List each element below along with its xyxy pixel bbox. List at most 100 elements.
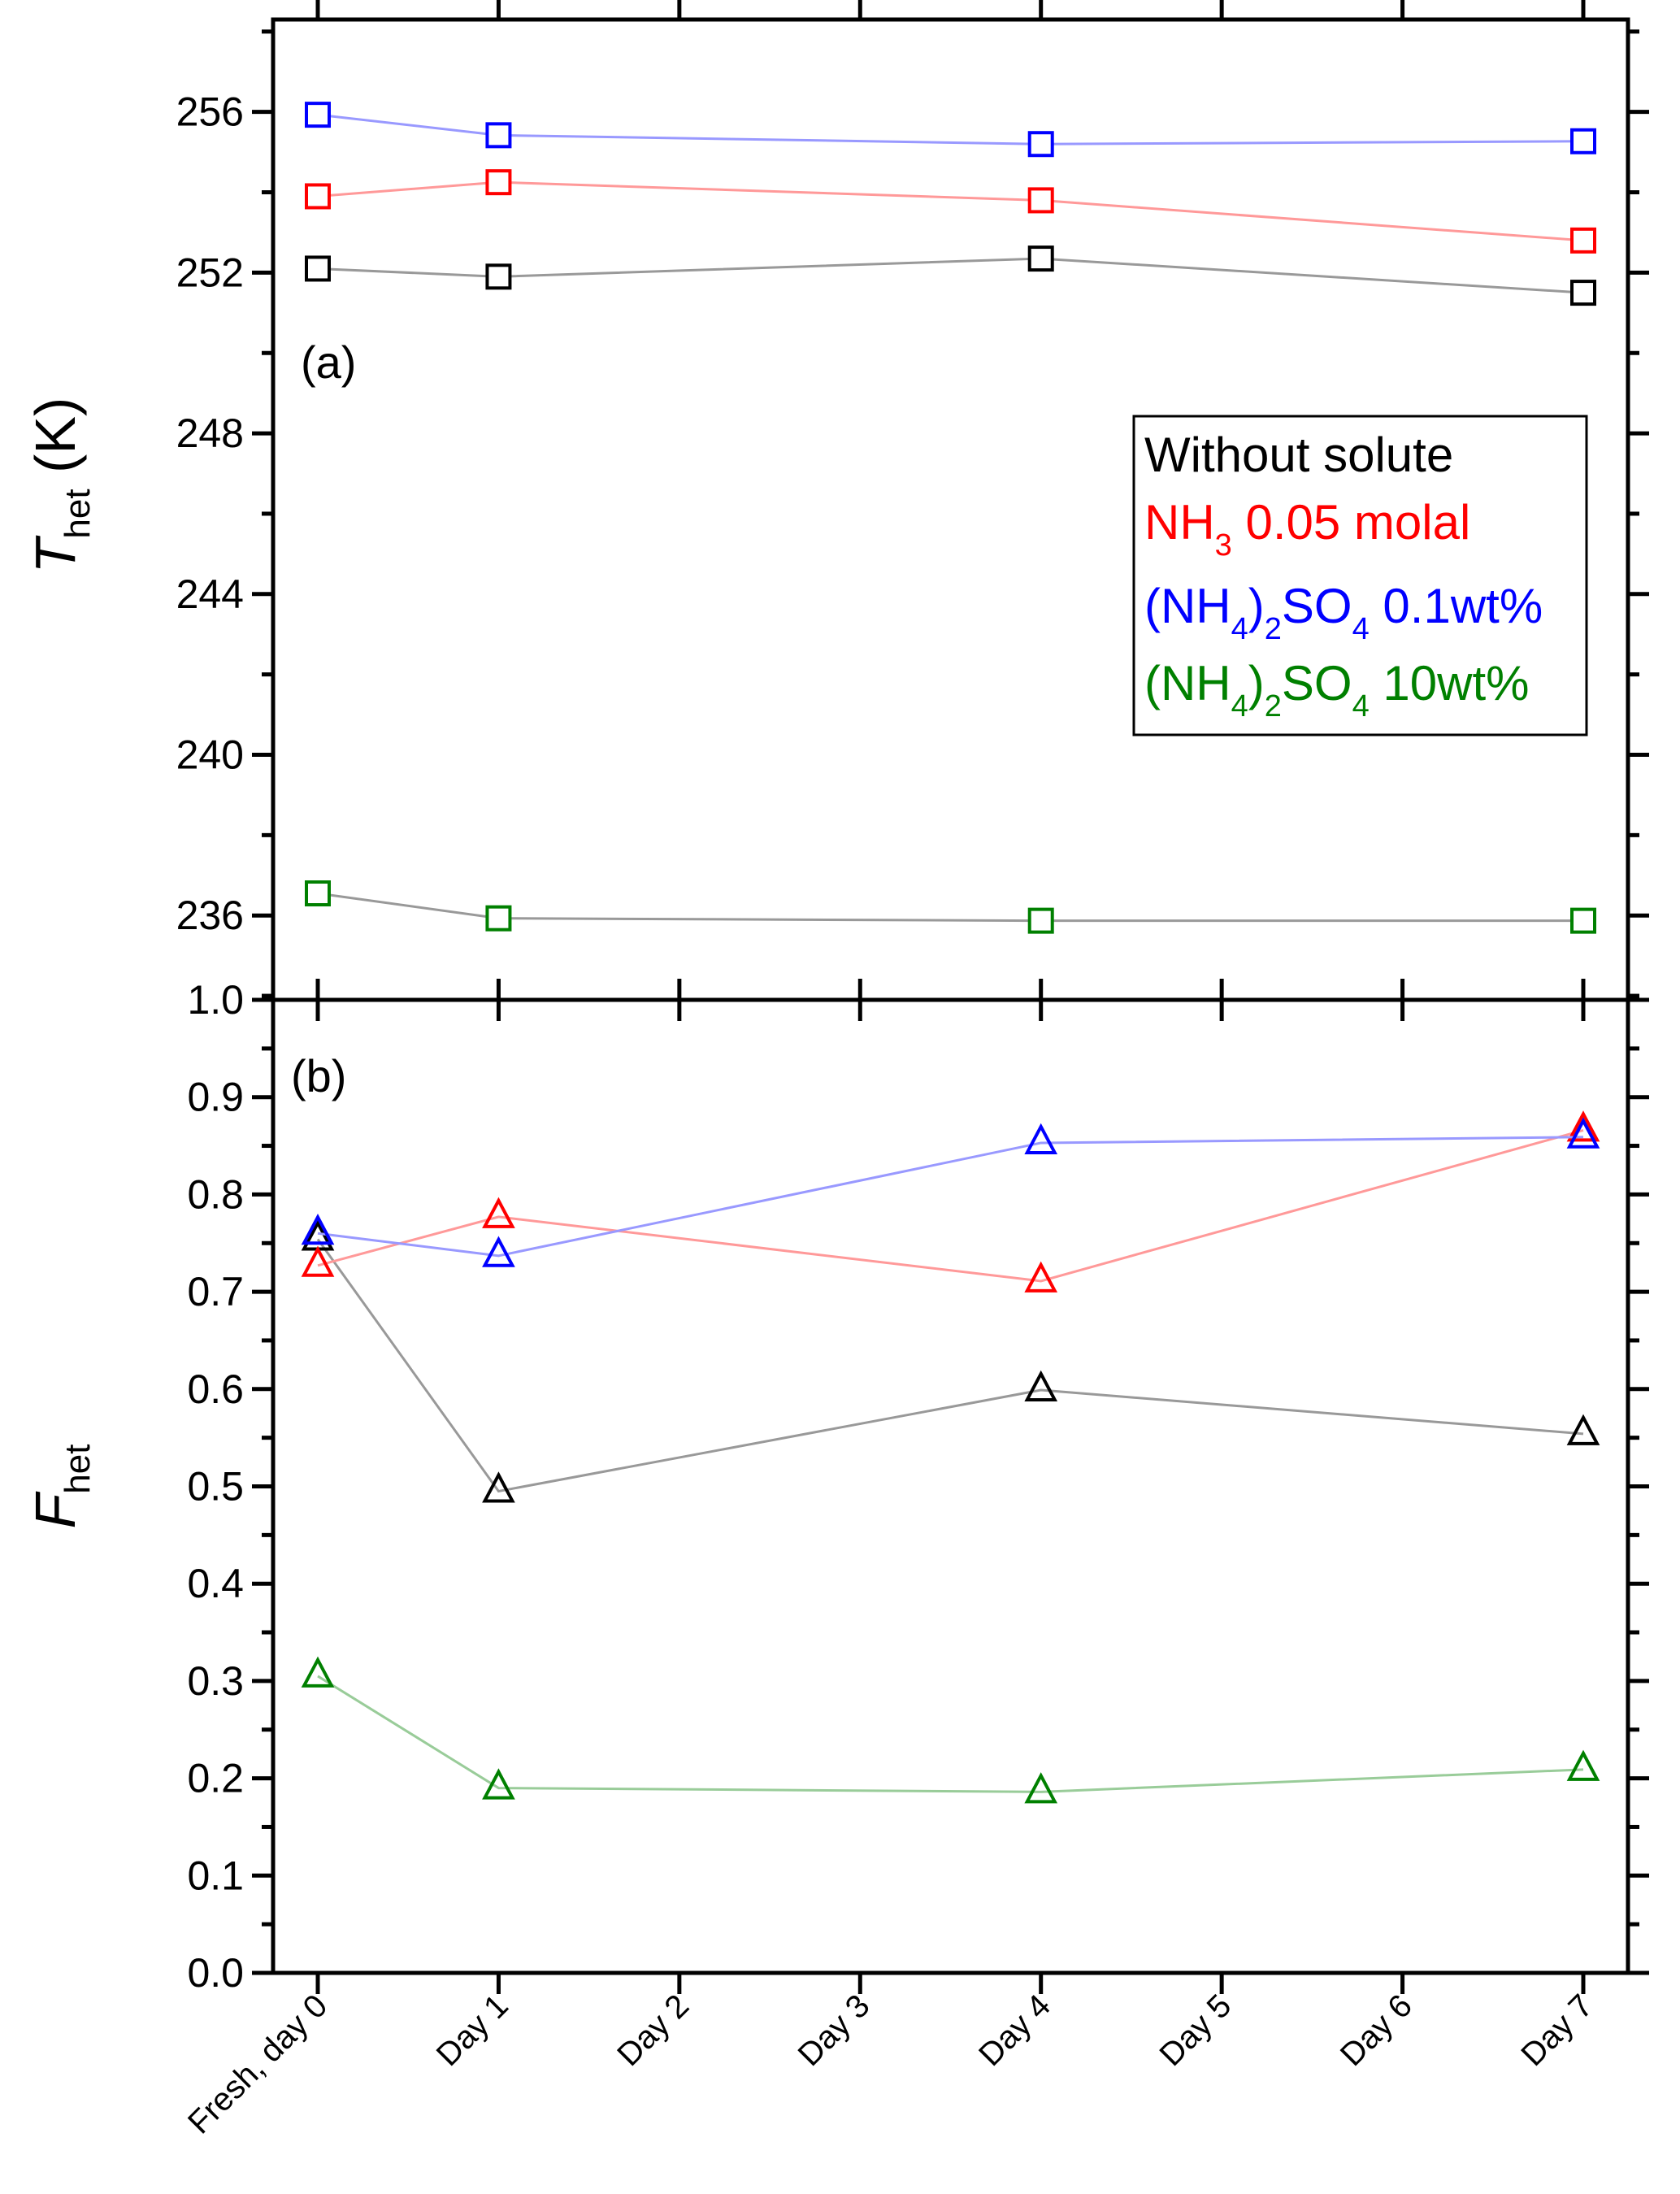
data-point-square (1570, 907, 1596, 934)
data-point-square (1027, 131, 1054, 158)
data-point-square (1570, 280, 1596, 306)
series-line (317, 1128, 1584, 1283)
data-point-triangle (1566, 1749, 1600, 1781)
data-point-square (305, 183, 331, 210)
data-point-square (1570, 227, 1596, 254)
data-point-triangle (482, 1768, 515, 1800)
y-tick-label: 0.0 (187, 1950, 244, 1996)
y-axis-title-unit: (K) (24, 398, 87, 489)
y-tick-label: 0.2 (187, 1756, 244, 1801)
series-line (317, 1136, 1584, 1258)
y-tick-label: 244 (176, 571, 244, 617)
data-point-square (1027, 907, 1054, 934)
series-line (317, 257, 1584, 294)
y-tick-label: 0.8 (187, 1171, 244, 1217)
legend-text-part: 4 (1352, 689, 1370, 723)
legend-text-part: NH (1144, 495, 1215, 550)
legend-text-part: 10wt% (1370, 656, 1530, 710)
data-point-triangle (1566, 1110, 1600, 1142)
y-axis-title-main: T (24, 535, 87, 573)
data-point-square (1027, 245, 1054, 272)
y-tick-label: 236 (176, 893, 244, 938)
panel-b: 0.0 0.1 0.2 0.3 0.4 0.5 0.6 0.7 0.8 0.9 1.0 (b) Fhet (24, 977, 1649, 1996)
y-tick-label: 0.7 (187, 1269, 244, 1314)
legend-entry: NH3 0.05 molal (1144, 495, 1470, 563)
data-point-square (305, 255, 331, 282)
x-tick-label: Fresh, day 0 (181, 1988, 334, 2140)
legend-text-part: 4 (1231, 612, 1248, 646)
y-tick-label: 240 (176, 732, 244, 778)
y-axis-title: Thet (K) (24, 398, 98, 574)
y-tick-label: 0.1 (187, 1853, 244, 1898)
series-line (317, 892, 1583, 923)
y-tick-label: 1.0 (187, 977, 244, 1023)
legend-entry: (NH4)2SO4 0.1wt% (1144, 579, 1543, 646)
x-tick-label: Day 3 (792, 1988, 877, 2073)
y-tick-label: 252 (176, 250, 244, 295)
y-axis-title-sub: het (58, 1445, 98, 1494)
legend-text-part: SO (1282, 579, 1352, 633)
legend-text-part: 4 (1352, 612, 1370, 646)
series-line (317, 113, 1584, 146)
data-point-triangle (482, 1236, 515, 1267)
y-tick-label: 248 (176, 411, 244, 456)
legend-text-part: ) (1248, 579, 1265, 633)
legend-text-part: 3 (1215, 528, 1232, 563)
data-point-square (485, 905, 512, 932)
y-axis-title-sub: het (58, 489, 98, 538)
data-point-square (1570, 128, 1596, 154)
data-point-triangle (482, 1197, 515, 1228)
legend-text-part: 4 (1231, 689, 1248, 723)
legend-text-part: Without solute (1144, 428, 1453, 482)
data-point-triangle (301, 1245, 335, 1277)
x-tick-label: Day 5 (1153, 1988, 1239, 2073)
legend-text-part: 2 (1265, 612, 1282, 646)
data-point-square (485, 169, 512, 196)
series-line (316, 1238, 1584, 1493)
legend-text-part: (NH (1144, 656, 1231, 710)
data-point-triangle (1024, 1772, 1058, 1804)
legend-text-part: 0.05 molal (1232, 495, 1471, 550)
y-tick-label: 0.6 (187, 1366, 244, 1412)
panel-label: (b) (291, 1050, 346, 1101)
x-tick-label: Day 4 (972, 1988, 1057, 2073)
data-point-triangle (1024, 1261, 1058, 1293)
plot-frame (271, 997, 1630, 1975)
data-point-square (305, 880, 331, 907)
series-line (317, 180, 1584, 242)
x-tick-label: Day 2 (610, 1988, 696, 2073)
y-tick-label: 0.4 (187, 1561, 244, 1606)
y-tick-label: 0.9 (187, 1075, 244, 1120)
legend-entry: (NH4)2SO4 10wt% (1144, 656, 1530, 723)
legend-entry: Without solute (1144, 428, 1453, 482)
legend-text-part: 2 (1265, 689, 1282, 723)
data-point-triangle (1566, 1117, 1600, 1149)
y-axis-title-main: F (24, 1490, 87, 1528)
x-tick-label: Day 7 (1514, 1988, 1600, 2073)
data-point-square (1027, 187, 1054, 214)
legend-text-part: ) (1248, 656, 1265, 710)
data-point-triangle (1024, 1123, 1058, 1154)
data-point-square (485, 263, 512, 290)
data-point-square (305, 102, 331, 128)
data-point-triangle (301, 1214, 335, 1245)
legend-text-part: (NH (1144, 579, 1231, 633)
series-line (317, 1675, 1584, 1793)
data-point-triangle (301, 1656, 335, 1688)
panel-label: (a) (301, 337, 356, 388)
y-tick-label: 256 (176, 89, 244, 135)
y-axis-title: Fhet (24, 1445, 98, 1529)
data-point-triangle (482, 1471, 515, 1503)
legend-text-part: SO (1282, 656, 1352, 710)
legend-text-part: 0.1wt% (1370, 579, 1543, 633)
y-tick-label: 0.5 (187, 1464, 244, 1510)
data-point-triangle (1566, 1414, 1600, 1445)
x-tick-label: Day 6 (1334, 1988, 1419, 2073)
data-point-square (485, 122, 512, 149)
data-point-triangle (1024, 1370, 1058, 1401)
x-tick-label: Day 1 (430, 1988, 515, 2073)
legend-box (1132, 415, 1588, 736)
